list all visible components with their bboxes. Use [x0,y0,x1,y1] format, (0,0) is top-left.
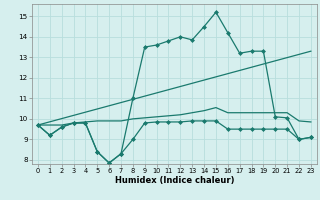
X-axis label: Humidex (Indice chaleur): Humidex (Indice chaleur) [115,176,234,185]
